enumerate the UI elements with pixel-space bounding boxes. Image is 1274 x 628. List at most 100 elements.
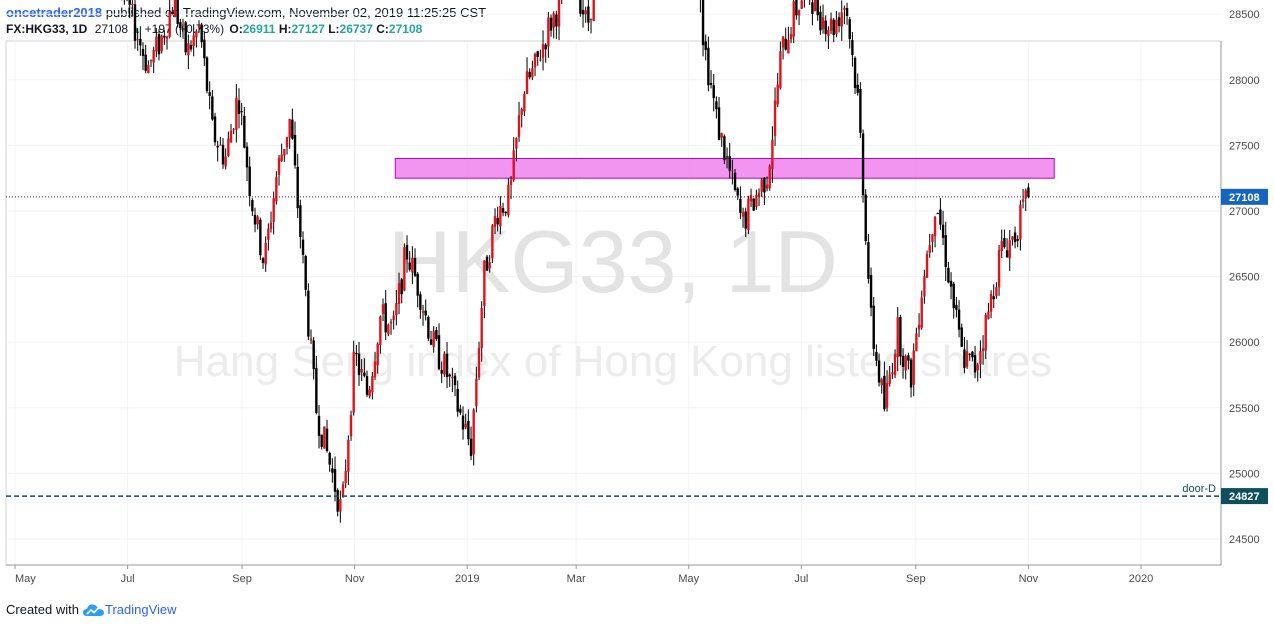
candle-body bbox=[456, 388, 459, 412]
symbol-name[interactable]: FX:HKG33, 1D bbox=[6, 22, 88, 36]
tradingview-logo[interactable]: TradingView bbox=[82, 602, 177, 617]
candle-body bbox=[792, 1, 795, 37]
time-axis-label: Nov bbox=[1019, 573, 1039, 585]
candle-body bbox=[307, 290, 310, 337]
candle-body bbox=[304, 256, 307, 290]
candle-body bbox=[325, 428, 329, 451]
candle-body bbox=[861, 133, 865, 196]
price-chart[interactable]: HKG33, 1D Hang Seng index of Hong Kong l… bbox=[0, 0, 1274, 592]
price-tag-label: 24827 bbox=[1229, 491, 1260, 503]
price-axis-label: 28000 bbox=[1229, 75, 1260, 87]
candle-body bbox=[845, 7, 849, 16]
time-axis-label: 2020 bbox=[1129, 573, 1153, 585]
candle-body bbox=[301, 239, 305, 255]
plot-area[interactable] bbox=[5, 40, 1222, 566]
candle-body bbox=[896, 317, 899, 357]
candle-body bbox=[328, 452, 331, 465]
candle-body bbox=[293, 134, 297, 166]
candle-body bbox=[555, 14, 558, 27]
candle-body bbox=[733, 172, 737, 191]
candle-body bbox=[891, 372, 894, 375]
candle-body bbox=[789, 34, 793, 40]
candle-body bbox=[811, 2, 814, 14]
candle-body bbox=[472, 409, 475, 455]
price-tag-label: 27108 bbox=[1229, 192, 1260, 204]
candle-body bbox=[480, 307, 483, 349]
candle-body bbox=[179, 22, 182, 29]
candle-body bbox=[363, 372, 366, 376]
candle-body bbox=[131, 3, 134, 5]
price-axis[interactable]: 3200031500310003050030000295002900028500… bbox=[1229, 0, 1260, 546]
candle-body bbox=[280, 154, 283, 161]
candle-body bbox=[544, 44, 547, 50]
candle-body bbox=[712, 85, 715, 99]
candle-body bbox=[533, 53, 537, 68]
level-note: door-D bbox=[1182, 483, 1216, 495]
candle-body bbox=[741, 212, 745, 217]
candle-body bbox=[973, 355, 977, 373]
candle-body bbox=[885, 382, 889, 408]
tradingview-brand-text[interactable]: TradingView bbox=[104, 602, 177, 617]
author-link[interactable]: oncetrader2018 bbox=[6, 5, 103, 20]
candle-body bbox=[517, 115, 521, 137]
time-axis-label: Jul bbox=[121, 573, 135, 585]
candle-body bbox=[837, 17, 841, 27]
candle-body bbox=[787, 39, 790, 54]
candle-body bbox=[400, 279, 403, 295]
candle-body bbox=[216, 145, 219, 148]
candle-body bbox=[893, 354, 897, 375]
candle-body bbox=[403, 247, 406, 291]
candle-body bbox=[872, 305, 875, 349]
candle-body bbox=[384, 303, 387, 333]
candle-body bbox=[483, 260, 486, 307]
candle-body bbox=[461, 415, 465, 430]
candle-body bbox=[824, 20, 827, 35]
candle-body bbox=[323, 426, 326, 449]
candle-body bbox=[432, 331, 435, 347]
candle-body bbox=[997, 249, 1001, 288]
candle-body bbox=[240, 111, 243, 113]
candle-body bbox=[899, 316, 902, 357]
candle-body bbox=[1003, 238, 1006, 248]
candle-body bbox=[960, 327, 963, 347]
candle-body bbox=[195, 31, 198, 38]
candle-body bbox=[941, 224, 945, 238]
candle-body bbox=[880, 379, 883, 386]
candle-body bbox=[349, 415, 353, 437]
candle-body bbox=[965, 351, 969, 367]
candle-body bbox=[197, 25, 201, 28]
candle-body bbox=[920, 297, 923, 328]
horizontal-levels[interactable]: door-D bbox=[6, 0, 1221, 497]
time-axis-label: May bbox=[15, 573, 36, 585]
candle-body bbox=[1021, 199, 1025, 202]
candle-body bbox=[925, 253, 929, 278]
candle-body bbox=[475, 378, 478, 407]
candle-body bbox=[299, 205, 302, 238]
price-tag-box bbox=[1221, 488, 1268, 505]
time-axis[interactable]: May Jul Sep Nov 2019 Mar May Jul Sep Nov 2020 bbox=[14, 565, 1153, 585]
candle-body bbox=[333, 469, 337, 492]
candle-body bbox=[224, 156, 227, 167]
candle-body bbox=[312, 340, 315, 370]
candle-body bbox=[211, 96, 214, 120]
candle-body bbox=[579, 0, 582, 14]
candle-body bbox=[355, 352, 358, 355]
candle-body bbox=[912, 350, 915, 385]
candle-body bbox=[963, 349, 966, 369]
price-tag-box bbox=[1221, 188, 1268, 205]
candle-body bbox=[547, 17, 550, 47]
candle-body bbox=[541, 44, 545, 58]
candle-body bbox=[856, 84, 859, 93]
candle-body bbox=[717, 107, 721, 141]
candle-body bbox=[907, 355, 910, 361]
candle-body bbox=[835, 19, 838, 34]
candle-body bbox=[187, 43, 190, 56]
candle-body bbox=[1008, 240, 1011, 259]
candle-body bbox=[739, 199, 742, 213]
candle-body bbox=[952, 283, 955, 309]
candle-body bbox=[843, 7, 846, 10]
published-text: published on TradingView.com, November 0… bbox=[105, 5, 487, 20]
candle-body bbox=[755, 194, 758, 207]
price-tags: 293172482727108 bbox=[1221, 188, 1268, 505]
candle-body bbox=[459, 408, 462, 413]
